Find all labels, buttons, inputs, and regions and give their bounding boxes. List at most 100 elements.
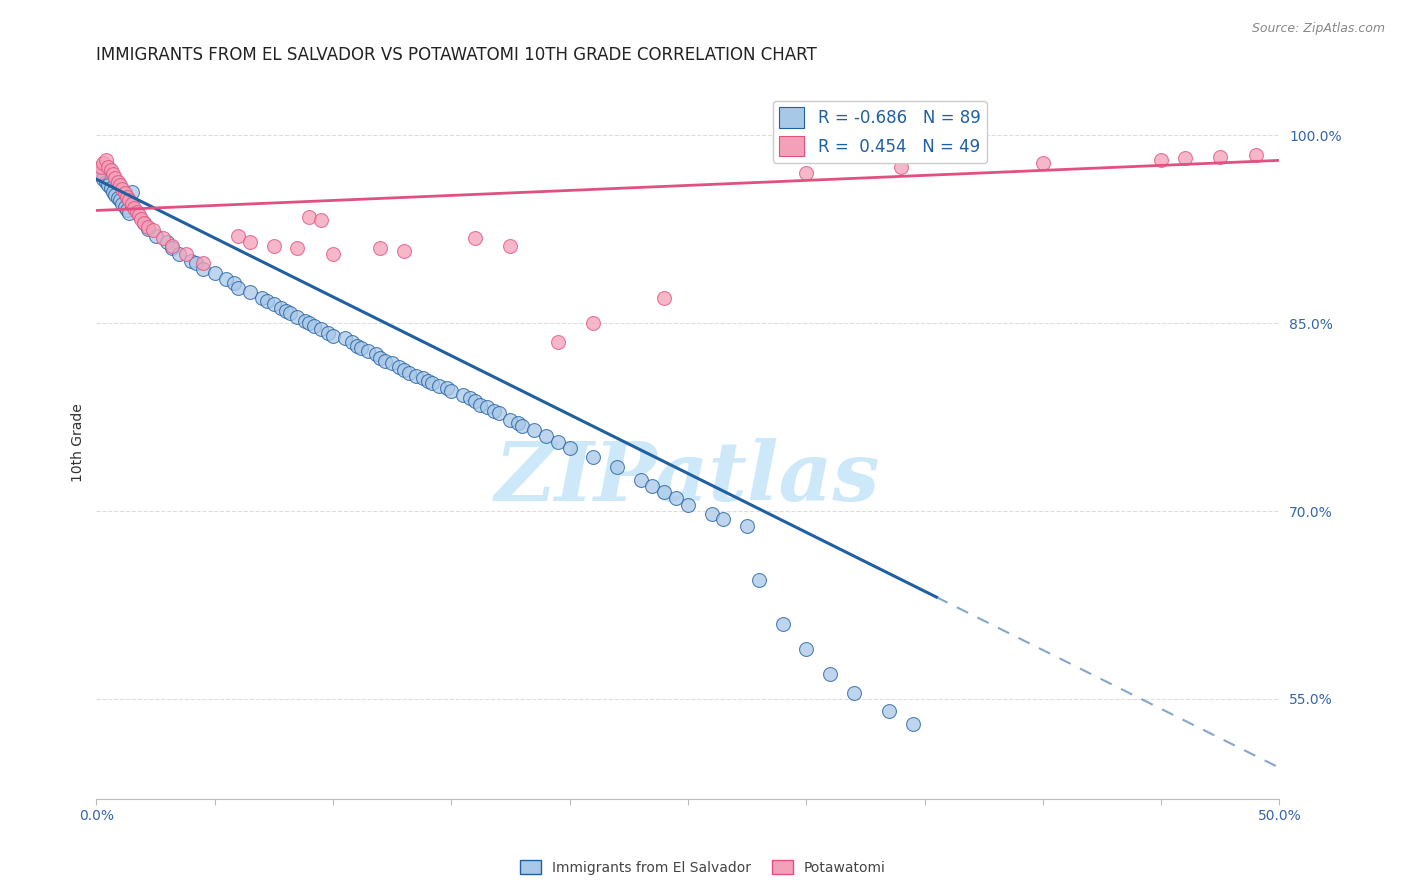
Point <box>368 241 391 255</box>
Text: ZIPatlas: ZIPatlas <box>495 438 880 518</box>
Point <box>115 189 138 203</box>
Point <box>138 219 160 234</box>
Point <box>475 400 498 414</box>
Y-axis label: 10th Grade: 10th Grade <box>72 403 86 482</box>
Point <box>108 178 131 193</box>
Point <box>398 366 420 380</box>
Point <box>191 262 214 277</box>
Point <box>250 291 273 305</box>
Point <box>118 194 141 208</box>
Point <box>412 371 434 385</box>
Point <box>94 175 117 189</box>
Legend: Immigrants from El Salvador, Potawatomi: Immigrants from El Salvador, Potawatomi <box>515 855 891 880</box>
Point <box>547 334 569 349</box>
Point <box>184 256 207 270</box>
Point <box>191 256 214 270</box>
Point <box>128 209 150 223</box>
Point <box>131 212 153 227</box>
Point <box>748 573 770 587</box>
Point <box>93 156 115 170</box>
Point <box>794 641 817 656</box>
Point <box>523 423 546 437</box>
Point <box>429 378 451 392</box>
Point <box>499 238 522 252</box>
Point <box>374 353 396 368</box>
Point <box>440 384 463 398</box>
Point <box>482 404 505 418</box>
Point <box>100 181 122 195</box>
Point <box>122 201 145 215</box>
Point <box>700 507 723 521</box>
Point <box>228 228 250 243</box>
Point <box>350 341 373 355</box>
Point <box>107 191 129 205</box>
Point <box>346 339 368 353</box>
Point <box>160 238 183 252</box>
Point <box>111 182 134 196</box>
Point <box>818 666 841 681</box>
Point <box>582 316 605 330</box>
Point <box>94 153 117 168</box>
Point <box>90 160 112 174</box>
Point <box>90 169 112 183</box>
Point <box>256 293 278 308</box>
Point <box>510 418 533 433</box>
Point <box>263 238 285 252</box>
Point <box>464 393 486 408</box>
Point <box>877 705 900 719</box>
Point <box>1174 151 1197 165</box>
Point <box>287 310 309 324</box>
Point <box>1150 153 1173 168</box>
Point <box>652 485 675 500</box>
Point <box>104 170 127 185</box>
Point <box>322 328 344 343</box>
Point <box>270 301 292 315</box>
Point <box>228 281 250 295</box>
Point <box>364 347 387 361</box>
Point <box>101 167 124 181</box>
Point <box>772 616 794 631</box>
Point <box>118 206 141 220</box>
Point <box>388 359 411 374</box>
Point <box>534 429 557 443</box>
Point <box>309 322 332 336</box>
Point <box>665 491 688 506</box>
Point <box>97 160 120 174</box>
Point <box>368 351 391 366</box>
Point <box>416 374 439 388</box>
Point <box>794 166 817 180</box>
Point <box>145 228 167 243</box>
Point <box>451 387 474 401</box>
Point <box>274 303 297 318</box>
Point <box>174 247 197 261</box>
Point <box>499 412 522 426</box>
Point <box>641 479 664 493</box>
Point <box>422 376 444 391</box>
Point <box>630 473 652 487</box>
Point <box>842 685 865 699</box>
Point <box>392 362 415 376</box>
Point <box>506 417 529 431</box>
Point <box>392 244 415 258</box>
Text: Source: ZipAtlas.com: Source: ZipAtlas.com <box>1251 22 1385 36</box>
Point <box>309 213 332 227</box>
Point <box>405 368 427 383</box>
Point <box>1209 150 1232 164</box>
Point <box>547 435 569 450</box>
Point <box>558 442 581 456</box>
Legend: R = -0.686   N = 89, R =  0.454   N = 49: R = -0.686 N = 89, R = 0.454 N = 49 <box>773 101 987 163</box>
Point <box>458 392 481 406</box>
Point <box>156 235 179 249</box>
Point <box>606 460 628 475</box>
Point <box>298 210 321 224</box>
Point <box>167 247 190 261</box>
Point <box>160 241 183 255</box>
Point <box>436 381 458 395</box>
Point <box>901 717 924 731</box>
Point <box>97 178 120 193</box>
Point <box>87 166 110 180</box>
Point <box>302 318 325 333</box>
Point <box>87 166 110 180</box>
Point <box>676 498 699 512</box>
Point <box>121 197 143 211</box>
